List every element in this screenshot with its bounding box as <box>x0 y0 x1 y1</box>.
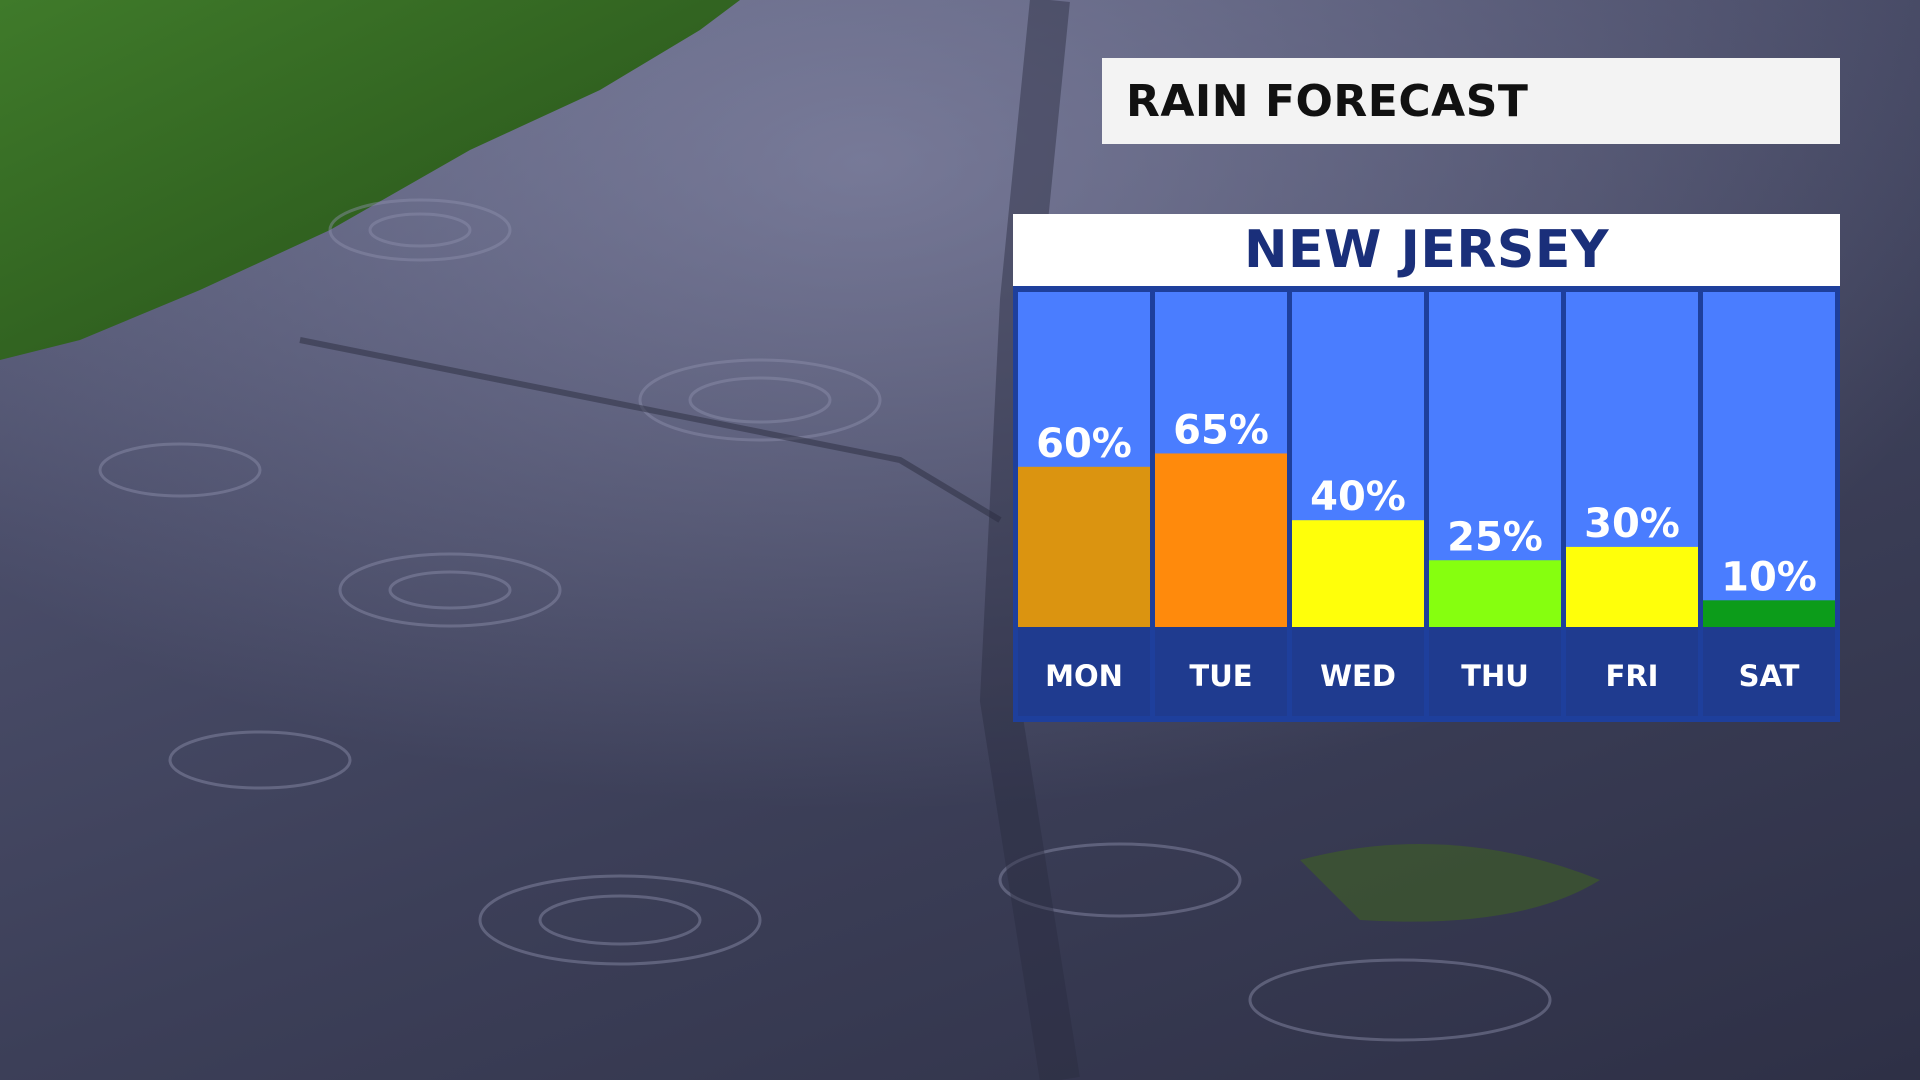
day-label-band-thu <box>1429 627 1561 716</box>
column-bg-sat <box>1703 292 1835 627</box>
day-label-sat: SAT <box>1739 659 1800 693</box>
grass-patch <box>0 0 740 360</box>
value-label-thu: 25% <box>1447 514 1543 560</box>
bar-fri <box>1566 546 1698 627</box>
value-label-tue: 65% <box>1173 407 1269 453</box>
bar-thu <box>1429 560 1561 627</box>
day-label-band-wed <box>1292 627 1424 716</box>
value-label-mon: 60% <box>1036 421 1132 467</box>
day-label-tue: TUE <box>1189 659 1252 693</box>
value-label-sat: 10% <box>1721 554 1817 600</box>
day-label-thu: THU <box>1461 659 1529 693</box>
region-header: NEW JERSEY <box>1013 214 1840 286</box>
bar-sat <box>1703 600 1835 627</box>
value-label-fri: 30% <box>1584 501 1680 547</box>
day-label-fri: FRI <box>1606 659 1659 693</box>
bar-mon <box>1018 466 1150 627</box>
day-label-wed: WED <box>1320 659 1396 693</box>
chart-title: RAIN FORECAST <box>1126 75 1529 127</box>
bar-wed <box>1292 520 1424 627</box>
region-name: NEW JERSEY <box>1243 220 1610 280</box>
rain-chance-bars: 60% MON 65% TUE 40% WED 25% THU 30% FRI 10% SAT <box>1018 292 1835 716</box>
day-label-band-fri <box>1566 627 1698 716</box>
value-label-wed: 40% <box>1310 474 1406 520</box>
day-label-mon: MON <box>1045 659 1123 693</box>
day-label-band-sat <box>1703 627 1835 716</box>
rain-chance-chart: 60% MON 65% TUE 40% WED 25% THU 30% FRI 10% SAT <box>1013 286 1840 722</box>
day-label-band-mon <box>1018 627 1150 716</box>
day-label-band-tue <box>1155 627 1287 716</box>
bar-tue <box>1155 453 1287 627</box>
title-banner: RAIN FORECAST <box>1102 58 1840 144</box>
